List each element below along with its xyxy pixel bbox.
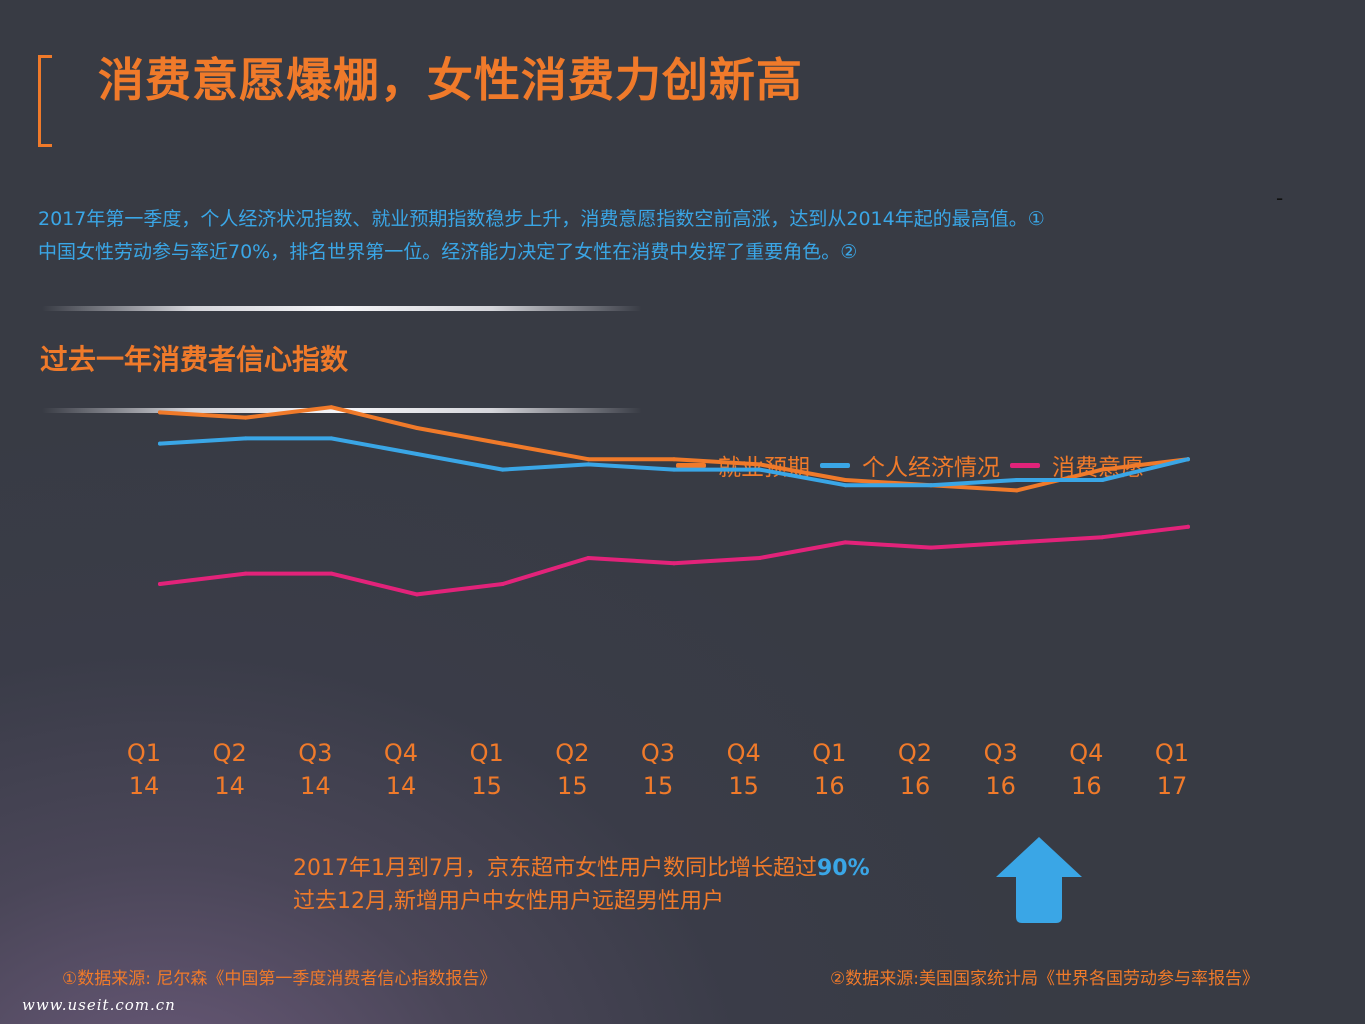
legend-item-personal: 个人经济情况 bbox=[820, 448, 1000, 482]
x-tick-label-11: Q4 16 bbox=[1069, 739, 1103, 800]
series-2-point-7 bbox=[757, 556, 762, 560]
intro-line-1: 2017年第一季度，个人经济状况指数、就业预期指数稳步上升，消费意愿指数空前高涨… bbox=[38, 208, 1045, 230]
legend-label-personal: 个人经济情况 bbox=[862, 455, 1000, 481]
series-1-point-10 bbox=[1014, 478, 1019, 482]
x-tick-label-0: Q1 14 bbox=[127, 739, 161, 800]
x-tick-label-10: Q3 16 bbox=[984, 739, 1018, 800]
series-1-point-8 bbox=[843, 483, 848, 488]
series-1-point-2 bbox=[329, 436, 334, 441]
up-arrow-icon bbox=[996, 837, 1082, 923]
x-tick-label-7: Q4 15 bbox=[727, 739, 761, 800]
x-tick-label-8: Q1 16 bbox=[812, 739, 846, 800]
series-0-point-1 bbox=[243, 415, 248, 420]
series-1-point-0 bbox=[158, 441, 162, 446]
series-0-point-11 bbox=[1100, 467, 1105, 472]
watermark: www.useit.com.cn bbox=[22, 996, 176, 1014]
series-1-point-6 bbox=[672, 467, 676, 472]
series-2-point-2 bbox=[329, 571, 334, 576]
series-1-point-7 bbox=[757, 467, 762, 472]
x-tick-label-6: Q3 15 bbox=[641, 739, 675, 800]
series-2-point-6 bbox=[672, 561, 676, 566]
callout-line-2: 过去12月,新增用户中女性用户远超男性用户 bbox=[293, 889, 724, 914]
series-0-point-3 bbox=[415, 426, 419, 430]
callout-line-1: 2017年1月到7月，京东超市女性用户数同比增长超过90% bbox=[293, 852, 870, 885]
x-tick-label-1: Q2 14 bbox=[213, 739, 247, 800]
series-0-point-4 bbox=[500, 441, 505, 446]
callout-highlight: 90% bbox=[816, 856, 870, 881]
series-1-point-11 bbox=[1100, 478, 1105, 482]
series-line-2 bbox=[158, 524, 1190, 597]
title-bracket bbox=[38, 55, 52, 147]
series-0-point-8 bbox=[843, 478, 848, 482]
series-2-point-5 bbox=[586, 556, 591, 560]
footnote-source-2: ②数据来源:美国国家统计局《世界各国劳动参与率报告》 bbox=[830, 969, 1259, 989]
series-1-point-3 bbox=[415, 452, 419, 456]
callout-line-1-text: 2017年1月到7月，京东超市女性用户数同比增长超过 bbox=[293, 856, 817, 881]
series-1-point-1 bbox=[243, 436, 248, 441]
x-tick-label-5: Q2 15 bbox=[555, 739, 589, 800]
series-2-point-3 bbox=[415, 592, 419, 597]
x-tick-label-3: Q4 14 bbox=[384, 739, 418, 800]
x-tick-label-12: Q1 17 bbox=[1155, 739, 1189, 800]
legend-swatch-consumption bbox=[1010, 462, 1040, 468]
series-2-point-11 bbox=[1100, 535, 1105, 540]
divider-top bbox=[42, 306, 642, 311]
series-line-1 bbox=[158, 436, 1190, 488]
series-2-point-0 bbox=[158, 582, 162, 586]
corner-mark: - bbox=[1276, 186, 1284, 210]
legend-swatch-personal bbox=[820, 462, 850, 468]
series-0-point-7 bbox=[757, 462, 762, 467]
series-2-point-10 bbox=[1014, 540, 1019, 545]
footnote-source-1: ①数据来源: 尼尔森《中国第一季度消费者信心指数报告》 bbox=[62, 969, 497, 989]
series-1-point-4 bbox=[500, 467, 505, 472]
series-2-point-8 bbox=[843, 540, 848, 545]
series-1-point-5 bbox=[586, 462, 591, 467]
series-1-point-9 bbox=[929, 483, 933, 488]
legend-swatch-employment bbox=[676, 462, 706, 468]
series-1-point-12 bbox=[1186, 457, 1190, 462]
series-2-point-4 bbox=[500, 582, 505, 586]
callout-text: 2017年1月到7月，京东超市女性用户数同比增长超过90% 过去12月,新增用户… bbox=[293, 852, 870, 918]
x-tick-label-2: Q3 14 bbox=[298, 739, 332, 800]
x-tick-label-9: Q2 16 bbox=[898, 739, 932, 800]
chart-legend: 就业预期 个人经济情况 消费意愿 bbox=[676, 448, 1154, 482]
intro-line-2: 中国女性劳动参与率近70%，排名世界第一位。经济能力决定了女性在消费中发挥了重要… bbox=[38, 241, 858, 263]
series-2-point-9 bbox=[929, 545, 933, 550]
x-tick-label-4: Q1 15 bbox=[470, 739, 504, 800]
series-0-point-5 bbox=[586, 457, 591, 462]
page-title: 消费意愿爆棚，女性消费力创新高 bbox=[98, 53, 803, 107]
series-0-point-10 bbox=[1014, 488, 1019, 493]
intro-text: 2017年第一季度，个人经济状况指数、就业预期指数稳步上升，消费意愿指数空前高涨… bbox=[38, 203, 1298, 269]
series-2-point-1 bbox=[243, 571, 248, 576]
series-0-point-0 bbox=[158, 410, 162, 415]
series-0-point-6 bbox=[672, 457, 676, 462]
chart-subtitle: 过去一年消费者信心指数 bbox=[40, 343, 349, 376]
series-2-point-12 bbox=[1186, 524, 1190, 529]
series-line-0 bbox=[158, 405, 1190, 493]
series-0-point-2 bbox=[329, 405, 334, 410]
